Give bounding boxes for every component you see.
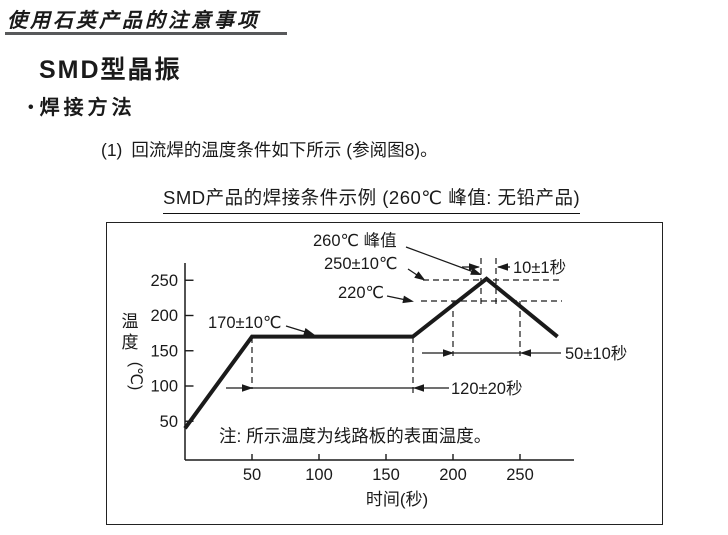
chart-text-label: 220℃: [338, 284, 384, 302]
y-tick-label: 50: [160, 413, 178, 431]
chart-text-label: 120±20秒: [451, 379, 522, 398]
y-tick-label: 250: [150, 272, 178, 290]
y-tick-label: 200: [150, 307, 178, 325]
leader-arrowhead: [303, 328, 315, 336]
reflow-profile-chart: 50 100 150 200 250 50 100 150 200 250 260℃ 峰值 250±1…: [106, 222, 663, 525]
paragraph-text: 回流焊的温度条件如下所示 (参阅图8)。: [131, 140, 438, 160]
leader-arrowhead: [402, 295, 414, 304]
chart-text-label: 50±10秒: [565, 344, 627, 363]
temperature-profile-line: [183, 276, 559, 430]
chart-text-label: 10±1秒: [513, 258, 566, 277]
y-tick-label: 150: [150, 342, 178, 360]
x-tick-label: 50: [243, 466, 261, 484]
figure-title: SMD产品的焊接条件示例 (260℃ 峰值: 无铅产品): [163, 184, 581, 214]
dimension-arrowhead: [497, 263, 508, 271]
chart-text-label: 250±10℃: [324, 255, 397, 273]
chart-text-label: 温: [122, 312, 139, 331]
x-tick-label: 100: [305, 466, 333, 484]
section-title: SMD型晶振: [39, 56, 182, 84]
bullet-heading-label: 焊接方法: [39, 97, 136, 119]
leader-line: [405, 246, 480, 275]
chart-text-label: 260℃ 峰值: [313, 231, 397, 250]
dimension-arrowhead: [469, 263, 480, 271]
header-rule-divider: [5, 32, 287, 35]
leader-arrowhead: [414, 271, 426, 281]
chart-text-label: 170±10℃: [208, 314, 281, 332]
bullet-heading: • 焊接方法: [28, 91, 136, 120]
x-tick-label: 250: [506, 466, 534, 484]
reflow-profile-svg: 50 100 150 200 250 50 100 150 200 250 260℃ 峰值 250±1…: [122, 231, 628, 509]
page-header-title: 使用石英产品的注意事项: [7, 10, 260, 32]
dimension-arrowhead: [443, 349, 454, 357]
x-tick-label: 200: [439, 466, 467, 484]
x-tick-label: 150: [372, 466, 400, 484]
leader-arrowhead: [470, 267, 482, 276]
y-tick-label: 100: [150, 378, 178, 396]
dimension-arrowhead: [520, 349, 531, 357]
chart-text-label: 注: 所示温度为线路板的表面温度。: [219, 426, 491, 446]
bullet-icon: •: [28, 99, 34, 116]
dimension-arrowhead: [242, 384, 253, 392]
paragraph-item: (1) 回流焊的温度条件如下所示 (参阅图8)。: [101, 137, 438, 162]
chart-text-label: 度: [122, 333, 139, 352]
paragraph-number: (1): [101, 140, 123, 160]
chart-text-label: (℃): [127, 362, 144, 391]
dimension-arrowhead: [413, 384, 424, 392]
chart-text-label: 时间(秒): [366, 490, 428, 509]
